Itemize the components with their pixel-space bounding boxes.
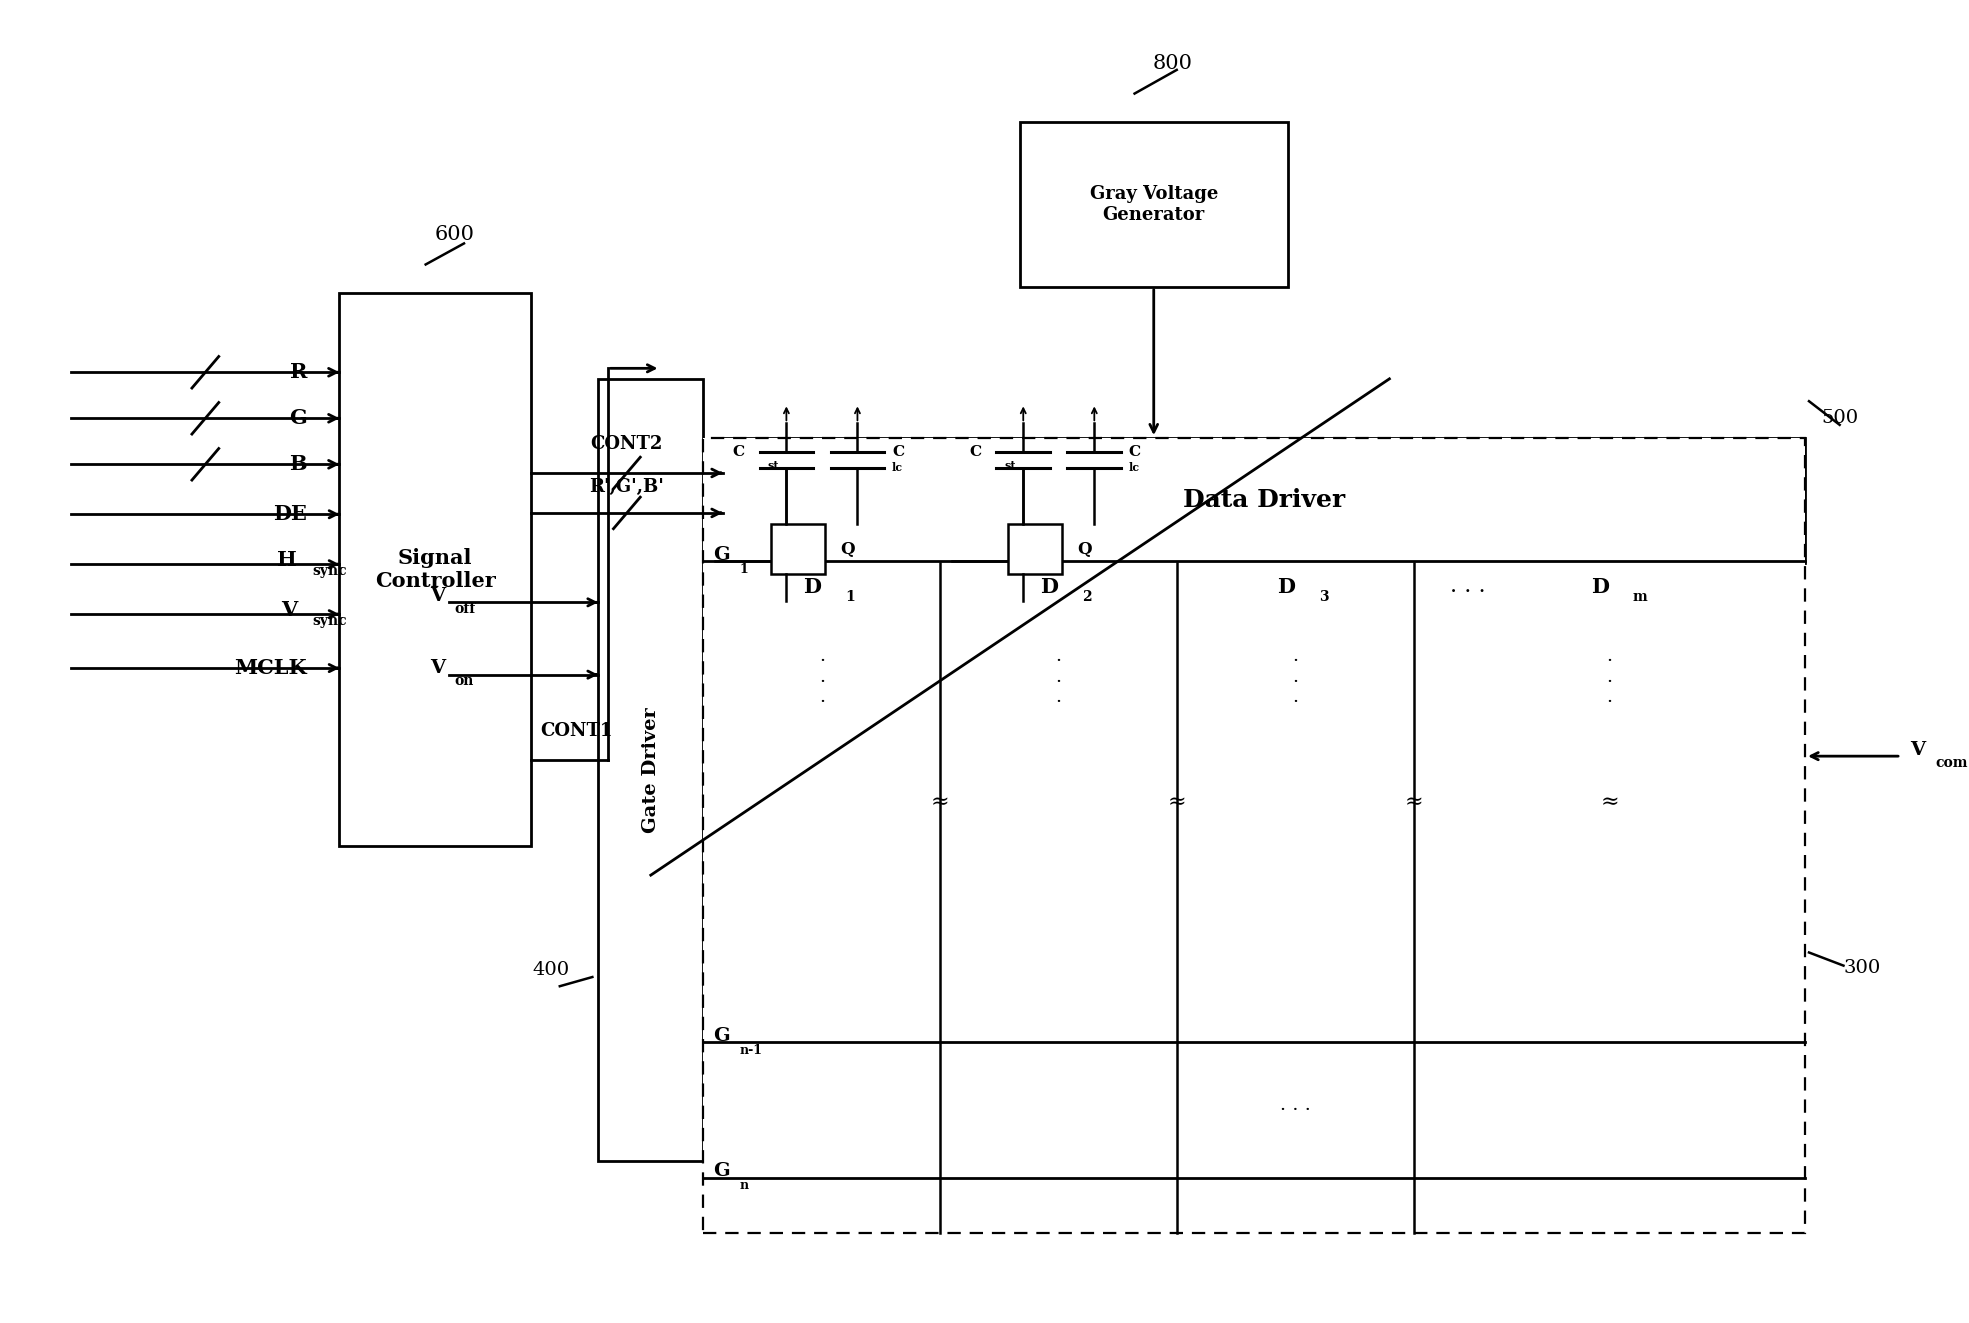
Bar	[339, 294, 532, 845]
Text: st: st	[768, 460, 778, 471]
Text: ≈: ≈	[931, 791, 949, 812]
Text: st: st	[1004, 460, 1016, 471]
Text: off: off	[455, 602, 476, 617]
Text: V: V	[1910, 741, 1926, 758]
Text: Gray Voltage
Generator: Gray Voltage Generator	[1089, 185, 1219, 224]
Text: G: G	[713, 545, 730, 564]
Text: 400: 400	[532, 962, 569, 979]
Text: Gate Driver: Gate Driver	[642, 706, 660, 833]
Text: sync: sync	[313, 614, 347, 627]
Text: 1: 1	[740, 562, 748, 576]
Text: G: G	[713, 1027, 730, 1045]
Text: H: H	[278, 550, 297, 570]
Text: MCLK: MCLK	[234, 658, 307, 679]
Bar	[703, 438, 1806, 1233]
Text: n: n	[740, 1179, 748, 1192]
Text: · · ·: · · ·	[1451, 581, 1487, 603]
Text: ≈: ≈	[1601, 791, 1619, 812]
Text: C: C	[1128, 445, 1140, 459]
Text: V: V	[429, 659, 445, 677]
Text: Q: Q	[1077, 541, 1091, 558]
Text: C: C	[732, 445, 744, 459]
Bar	[1020, 123, 1288, 287]
Text: · · ·: · · ·	[1280, 1101, 1311, 1119]
Text: C: C	[969, 445, 981, 459]
Text: CONT1: CONT1	[541, 722, 612, 740]
Text: on: on	[455, 675, 475, 688]
Text: com: com	[1936, 755, 1967, 770]
Bar	[723, 438, 1806, 562]
Text: CONT2: CONT2	[591, 435, 664, 452]
Text: DE: DE	[274, 504, 307, 524]
Text: lc: lc	[892, 463, 904, 474]
Text: D: D	[803, 577, 821, 597]
Text: lc: lc	[1128, 463, 1140, 474]
Text: 600: 600	[435, 225, 475, 243]
Text: ·
·
·: · · ·	[1607, 652, 1613, 712]
Text: Data Driver: Data Driver	[1183, 488, 1345, 512]
Text: R',G',B': R',G',B'	[589, 478, 664, 496]
Text: C: C	[892, 445, 904, 459]
Text: G: G	[713, 1162, 730, 1180]
Text: D: D	[1278, 577, 1296, 597]
Text: 800: 800	[1154, 54, 1193, 73]
Text: B: B	[289, 454, 307, 475]
Bar	[772, 524, 825, 574]
Text: ≈: ≈	[1168, 791, 1187, 812]
Text: G: G	[289, 409, 307, 429]
Text: D: D	[1040, 577, 1057, 597]
Text: D: D	[1591, 577, 1609, 597]
Text: R: R	[289, 363, 307, 382]
Text: 2: 2	[1081, 590, 1091, 605]
Text: m: m	[1632, 590, 1648, 605]
Text: ·
·
·: · · ·	[1292, 652, 1300, 712]
Text: V: V	[282, 601, 297, 620]
Text: 300: 300	[1843, 959, 1880, 978]
Bar	[599, 378, 703, 1162]
Text: sync: sync	[313, 564, 347, 578]
Bar	[1008, 524, 1061, 574]
Text: ·
·
·: · · ·	[1055, 652, 1061, 712]
Text: Q: Q	[841, 541, 855, 558]
Text: 3: 3	[1319, 590, 1329, 605]
Text: ≈: ≈	[1404, 791, 1424, 812]
Text: 1: 1	[845, 590, 855, 605]
Text: 500: 500	[1821, 409, 1859, 427]
Text: Signal
Controller: Signal Controller	[374, 548, 496, 591]
Text: V: V	[429, 587, 445, 605]
Text: ·
·
·: · · ·	[819, 652, 825, 712]
Text: n-1: n-1	[740, 1044, 762, 1057]
